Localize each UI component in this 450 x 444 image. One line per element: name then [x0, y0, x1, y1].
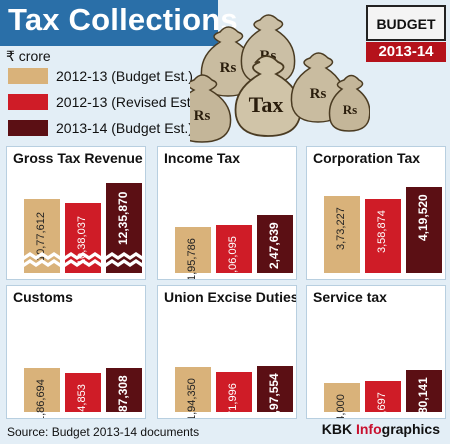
- budget-badge-year: 2013-14: [378, 43, 434, 60]
- bar: [216, 371, 252, 412]
- bar-value-label: 1,71,996: [227, 382, 239, 419]
- bar-value-label: 1,87,308: [116, 375, 130, 419]
- page-title: Tax Collections: [8, 2, 238, 37]
- bar-value-label: 2,06,095: [227, 235, 239, 279]
- bar: [257, 365, 293, 412]
- title-bar: Tax Collections: [0, 0, 238, 46]
- legend-swatch: [8, 94, 48, 110]
- legend-swatch: [8, 68, 48, 84]
- unit-label: ₹ crore: [6, 48, 51, 64]
- bar: [106, 368, 142, 412]
- money-bags-illustration: Rs Rs Rs Tax Rs Rs: [190, 14, 370, 143]
- bar: [216, 224, 252, 273]
- bar: [257, 215, 293, 273]
- money-bag-icon: Rs: [328, 74, 370, 132]
- bar: [365, 380, 401, 412]
- chart-panel: Gross Tax Revenue 10,77,612 10,38,037 12,35…: [6, 146, 146, 280]
- chart-title: Service tax: [313, 289, 387, 305]
- bag-label: Tax: [249, 92, 284, 117]
- bar: [406, 369, 442, 412]
- bar-value-label: 1,94,350: [186, 377, 198, 419]
- chart-panel: Corporation Tax 3,73,227 3,58,874 4,19,520: [306, 146, 446, 280]
- legend-item-budget-2013: 2013-14 (Budget Est.): [8, 118, 193, 138]
- bar-value-label: 4,19,520: [416, 194, 430, 241]
- axis-break-mark: [106, 252, 142, 267]
- credit: KBK Infographics: [322, 421, 440, 437]
- chart-panel: Union Excise Duties 1,94,350 1,71,996 1,97,…: [157, 285, 297, 419]
- legend-label: 2012-13 (Revised Est.): [56, 94, 200, 110]
- bar: [106, 183, 142, 273]
- money-bag-icon: Rs: [190, 74, 232, 143]
- budget-badge: BUDGET 2013-14: [366, 5, 446, 62]
- axis-break-mark: [65, 252, 101, 267]
- bar: [406, 187, 442, 273]
- bar: [175, 227, 211, 273]
- chart-panel: Customs 1,86,694 1,64,853 1,87,308: [6, 285, 146, 419]
- bar-value-label: 1,24,000: [335, 394, 347, 419]
- bar-value-label: 1,97,554: [267, 373, 281, 419]
- bar-value-label: 3,58,874: [376, 210, 388, 254]
- budget-badge-bottom: 2013-14: [366, 42, 446, 62]
- bag-label: Rs: [194, 108, 211, 124]
- chart-title: Customs: [13, 289, 73, 305]
- bar-value-label: 1,64,853: [76, 384, 88, 419]
- chart-title: Income Tax: [164, 150, 240, 166]
- bar-value-label: 1,86,694: [35, 379, 47, 419]
- credit-info: Info: [355, 421, 382, 437]
- legend-label: 2012-13 (Budget Est.): [56, 68, 193, 84]
- bar: [24, 368, 60, 412]
- budget-badge-word: BUDGET: [376, 16, 436, 32]
- budget-badge-top: BUDGET: [366, 5, 446, 41]
- bar: [324, 382, 360, 412]
- bar-value-label: 12,35,870: [116, 191, 130, 245]
- credit-name: KBK: [321, 421, 356, 437]
- bag-label: Rs: [343, 102, 357, 117]
- bar-value-label: 1,32,697: [376, 392, 388, 419]
- bar-value-label: 2,47,639: [267, 222, 281, 270]
- bag-label: Rs: [220, 60, 237, 76]
- source-note: Source: Budget 2013-14 documents: [7, 425, 200, 439]
- chart-title: Corporation Tax: [313, 150, 421, 166]
- bar: [324, 196, 360, 273]
- bag-label: Rs: [310, 86, 327, 102]
- legend-swatch: [8, 120, 48, 136]
- legend-item-revised-2012: 2012-13 (Revised Est.): [8, 92, 199, 112]
- bar-value-label: 3,73,227: [335, 207, 347, 251]
- bar: [65, 373, 101, 412]
- bar-value-label: 1,95,786: [186, 238, 198, 280]
- bar: [175, 366, 211, 412]
- legend-item-budget-2012: 2012-13 (Budget Est.): [8, 66, 193, 86]
- legend-label: 2013-14 (Budget Est.): [56, 120, 193, 136]
- axis-break-mark: [24, 252, 60, 267]
- bar: [365, 199, 401, 273]
- bar-value-label: 1,80,141: [416, 377, 430, 419]
- money-bag-icon: Tax: [234, 55, 302, 137]
- chart-title: Gross Tax Revenue: [13, 150, 143, 166]
- chart-panel: Service tax 1,24,000 1,32,697 1,80,141: [306, 285, 446, 419]
- chart-title: Union Excise Duties: [164, 289, 297, 305]
- chart-panel: Income Tax 1,95,786 2,06,095 2,47,639: [157, 146, 297, 280]
- credit-graphics: graphics: [381, 421, 440, 437]
